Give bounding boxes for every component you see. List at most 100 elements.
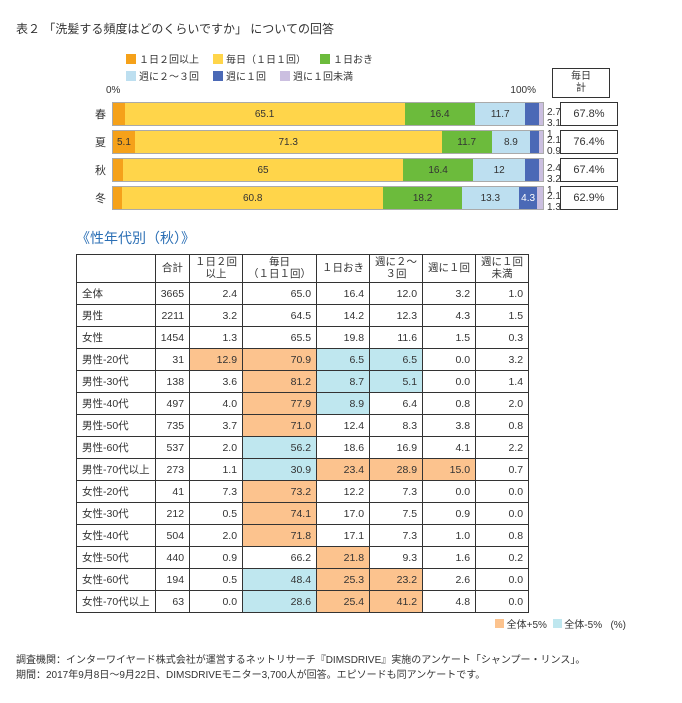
table-header: 毎日 （１日１回） bbox=[243, 255, 317, 283]
table-cell: 23.4 bbox=[317, 459, 370, 481]
table-cell: 4.0 bbox=[190, 393, 243, 415]
table-cell: 71.8 bbox=[243, 525, 317, 547]
bar-stack: 65.116.411.7 2.7 3.1 1 bbox=[112, 102, 544, 126]
table-cell: 65.5 bbox=[243, 327, 317, 349]
table-cell: 74.1 bbox=[243, 503, 317, 525]
table-cell: 63 bbox=[155, 591, 189, 613]
table-cell: 3.6 bbox=[190, 371, 243, 393]
table-legend: 全体+5% 全体-5% (%) bbox=[76, 616, 626, 631]
table-cell: 0.0 bbox=[423, 371, 476, 393]
table-cell: 0.0 bbox=[476, 481, 529, 503]
table-header: 週に１回 未満 bbox=[476, 255, 529, 283]
table-cell: 2.0 bbox=[476, 393, 529, 415]
table-cell: 1.5 bbox=[423, 327, 476, 349]
table-header: １日おき bbox=[317, 255, 370, 283]
daily-total-cell: 67.4% bbox=[560, 158, 618, 182]
table-cell: 7.3 bbox=[190, 481, 243, 503]
footer-text: 調査機関：インターワイヤード株式会社が運営するネットリサーチ『DIMSDRIVE… bbox=[16, 653, 666, 683]
table-cell: 7.3 bbox=[370, 525, 423, 547]
table-cell: 0.0 bbox=[190, 591, 243, 613]
bar-segment: 12 bbox=[473, 159, 525, 181]
table-cell: 138 bbox=[155, 371, 189, 393]
table-row-header: 男性 bbox=[77, 305, 156, 327]
table-cell: 735 bbox=[155, 415, 189, 437]
table-row-header: 女性-20代 bbox=[77, 481, 156, 503]
table-cell: 2.0 bbox=[190, 525, 243, 547]
table-row-header: 男性-30代 bbox=[77, 371, 156, 393]
table-cell: 0.8 bbox=[476, 525, 529, 547]
bar-segment bbox=[525, 103, 538, 125]
bar-row: 秋 6516.412 2.4 3.2 1 67.4% bbox=[66, 158, 666, 182]
table-cell: 3.2 bbox=[423, 283, 476, 305]
table-cell: 6.5 bbox=[370, 349, 423, 371]
bar-segment: 60.8 bbox=[122, 187, 383, 209]
bar-stack: 5.171.311.78.9 2.1 0.9 bbox=[112, 130, 544, 154]
table-row-header: 男性-40代 bbox=[77, 393, 156, 415]
table-row-header: 男性-60代 bbox=[77, 437, 156, 459]
table-cell: 3665 bbox=[155, 283, 189, 305]
bar-segment: 71.3 bbox=[135, 131, 442, 153]
bar-segment: 11.7 bbox=[442, 131, 492, 153]
bar-row: 春 65.116.411.7 2.7 3.1 1 67.8% bbox=[66, 102, 666, 126]
bar-row: 冬 60.818.213.34.3 2.1 1.3 62.9% bbox=[66, 186, 666, 210]
table-cell: 2.6 bbox=[423, 569, 476, 591]
bar-segment: 65.1 bbox=[125, 103, 405, 125]
table-cell: 16.4 bbox=[317, 283, 370, 305]
table-cell: 0.0 bbox=[476, 569, 529, 591]
table-cell: 12.3 bbox=[370, 305, 423, 327]
legend-item: 週に１回未満 bbox=[280, 68, 353, 83]
table-cell: 4.1 bbox=[423, 437, 476, 459]
table-cell: 1.5 bbox=[476, 305, 529, 327]
table-cell: 0.8 bbox=[476, 415, 529, 437]
legend-hi-label: 全体+5% bbox=[507, 620, 547, 631]
bar-segment: 65 bbox=[123, 159, 403, 181]
table-cell: 1.0 bbox=[476, 283, 529, 305]
table-cell: 15.0 bbox=[423, 459, 476, 481]
table-cell: 4.3 bbox=[423, 305, 476, 327]
table-cell: 25.4 bbox=[317, 591, 370, 613]
pct-label: (%) bbox=[610, 620, 626, 631]
daily-total-cell: 67.8% bbox=[560, 102, 618, 126]
bar-stack: 6516.412 2.4 3.2 1 bbox=[112, 158, 544, 182]
bar-overflow-labels: 2.1 0.9 bbox=[547, 135, 561, 157]
table-cell: 0.9 bbox=[190, 547, 243, 569]
table-cell: 19.8 bbox=[317, 327, 370, 349]
table-row-header: 女性-40代 bbox=[77, 525, 156, 547]
bar-segment: 16.4 bbox=[405, 103, 476, 125]
table-cell: 77.9 bbox=[243, 393, 317, 415]
table-cell: 3.8 bbox=[423, 415, 476, 437]
table-cell: 0.0 bbox=[423, 481, 476, 503]
table-row-header: 全体 bbox=[77, 283, 156, 305]
table-cell: 2.4 bbox=[190, 283, 243, 305]
table-cell: 1.6 bbox=[423, 547, 476, 569]
side-header: 毎日 計 bbox=[552, 68, 610, 98]
table-cell: 8.9 bbox=[317, 393, 370, 415]
table-cell: 0.2 bbox=[476, 547, 529, 569]
table-cell: 1.0 bbox=[423, 525, 476, 547]
table-cell: 1454 bbox=[155, 327, 189, 349]
daily-total-cell: 76.4% bbox=[560, 130, 618, 154]
table-cell: 537 bbox=[155, 437, 189, 459]
axis-max: 100% bbox=[510, 85, 536, 96]
table-cell: 497 bbox=[155, 393, 189, 415]
table-cell: 17.1 bbox=[317, 525, 370, 547]
table-cell: 8.3 bbox=[370, 415, 423, 437]
table-cell: 73.2 bbox=[243, 481, 317, 503]
table-row-header: 女性-70代以上 bbox=[77, 591, 156, 613]
legend-item: １日おき bbox=[320, 51, 373, 66]
bar-segment bbox=[539, 131, 543, 153]
table-cell: 66.2 bbox=[243, 547, 317, 569]
legend-item: 毎日（１日１回） bbox=[213, 51, 306, 66]
bar-segment bbox=[113, 103, 125, 125]
table-cell: 1.4 bbox=[476, 371, 529, 393]
chart-legend-row-1: １日２回以上毎日（１日１回）１日おき bbox=[126, 51, 536, 66]
table-cell: 12.0 bbox=[370, 283, 423, 305]
axis-min: 0% bbox=[106, 85, 120, 96]
table-row-header: 女性-50代 bbox=[77, 547, 156, 569]
table-cell: 65.0 bbox=[243, 283, 317, 305]
bar-segment bbox=[113, 159, 123, 181]
table-cell: 7.3 bbox=[370, 481, 423, 503]
bar-segment: 16.4 bbox=[403, 159, 474, 181]
season-label: 秋 bbox=[66, 162, 112, 178]
table-cell: 31 bbox=[155, 349, 189, 371]
